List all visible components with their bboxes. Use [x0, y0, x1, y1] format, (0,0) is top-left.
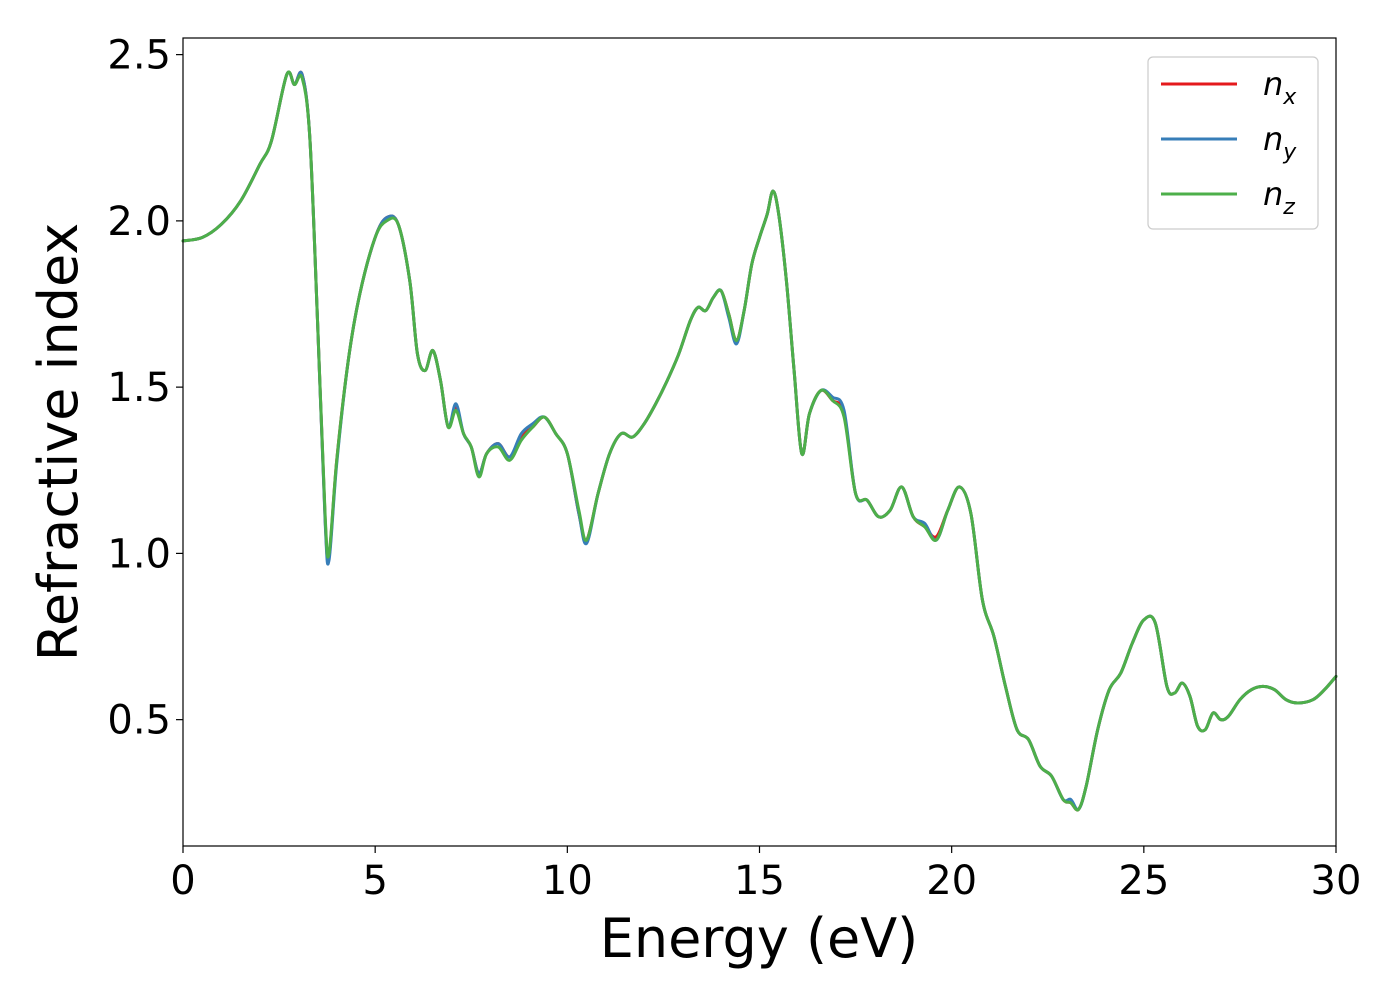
legend-label-main: n [1263, 120, 1283, 158]
y-axis-label: Refractive index [27, 223, 90, 662]
x-tick-label: 0 [170, 858, 195, 904]
x-axis-label: Energy (eV) [600, 907, 919, 970]
legend-box [1147, 56, 1319, 230]
series-line-z [181, 70, 1338, 812]
y-tick-label: 1.5 [107, 365, 171, 411]
x-tick-label: 10 [542, 858, 593, 904]
legend-label-y: ny [1263, 120, 1297, 165]
y-tick-label: 2.0 [107, 199, 171, 245]
series-layer [181, 70, 1338, 812]
x-tick-label: 15 [734, 858, 785, 904]
y-tick-label: 0.5 [107, 698, 171, 744]
x-tick-label: 5 [362, 858, 387, 904]
legend-label-subscript: x [1282, 85, 1297, 110]
legend-label-z: nz [1263, 175, 1295, 220]
x-tick-label: 25 [1118, 858, 1169, 904]
x-tick-label: 20 [926, 858, 977, 904]
x-tick-label: 30 [1311, 858, 1362, 904]
legend-label-subscript: y [1282, 140, 1297, 165]
legend-label-x: nx [1263, 65, 1297, 110]
legend-label-main: n [1263, 65, 1283, 103]
x-axis-ticks: 0 5 10 15 20 25 30 [170, 846, 1361, 904]
legend-label-main: n [1263, 175, 1283, 213]
legend-label-subscript: z [1282, 195, 1295, 220]
y-axis-ticks: 0.5 1.0 1.5 2.0 2.5 [107, 33, 183, 744]
y-tick-label: 2.5 [107, 33, 171, 79]
y-tick-label: 1.0 [107, 531, 171, 577]
